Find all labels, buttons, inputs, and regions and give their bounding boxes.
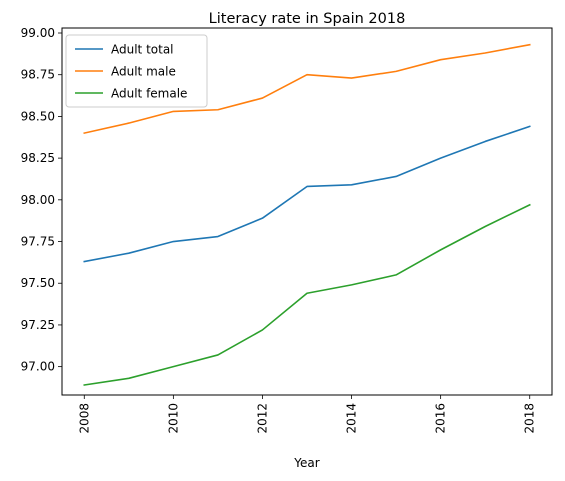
legend-box [65,34,208,108]
x-axis: 2008 2010 2012 2014 2016 2018 [77,395,537,434]
y-tick-label: 98.00 [21,193,55,207]
x-tick-label: 2012 [255,403,269,434]
legend-label-adult-total: Adult total [111,43,174,57]
y-tick-label: 97.00 [21,360,55,374]
y-tick-label: 99.00 [21,26,55,40]
series-line-adult-male [83,43,531,135]
series-line-adult-total [83,125,531,263]
legend-label-adult-female: Adult female [111,87,187,101]
x-tick-label: 2010 [166,403,180,434]
y-tick-label: 97.50 [21,276,55,290]
x-tick-label: 2008 [77,403,91,434]
chart-title: Literacy rate in Spain 2018 [209,11,406,27]
y-tick-label: 97.75 [21,235,55,249]
x-axis-label: Year [293,456,319,470]
x-tick-label: 2014 [345,403,359,434]
series-line-adult-female [83,203,531,386]
y-tick-label: 97.25 [21,318,55,332]
legend: Adult total Adult male Adult female [65,34,208,108]
y-axis: 97.00 97.25 97.50 97.75 98.00 98.25 98.50 98.75… [21,26,62,374]
y-tick-label: 98.75 [21,68,55,82]
x-tick-label: 2018 [523,403,537,434]
series-layer [83,43,531,386]
y-tick-label: 98.50 [21,109,55,123]
y-tick-label: 98.25 [21,151,55,165]
x-tick-label: 2016 [434,403,448,434]
legend-label-adult-male: Adult male [111,65,176,79]
plot-area-frame [61,27,553,396]
